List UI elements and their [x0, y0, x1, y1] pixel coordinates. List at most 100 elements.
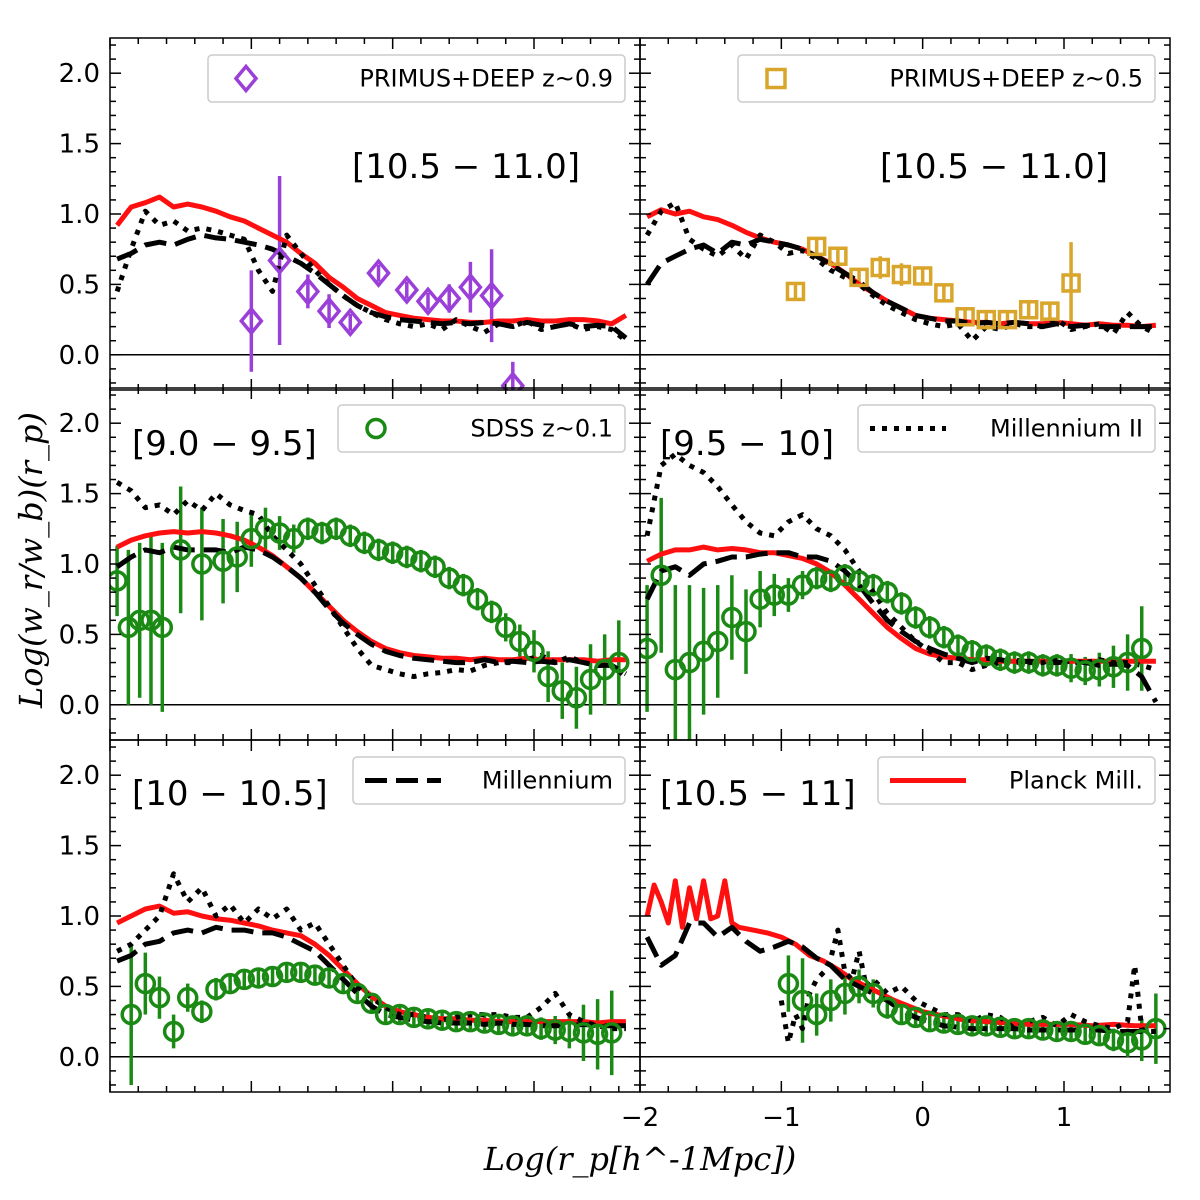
data-point [239, 306, 264, 336]
data-point [162, 1020, 185, 1043]
data-point [791, 989, 814, 1012]
data-point [466, 588, 489, 610]
data-point [1046, 654, 1068, 677]
legend-label: SDSS z~0.1 [470, 415, 613, 443]
planck-mill-line [645, 544, 1156, 666]
data-point [530, 1017, 552, 1040]
data-point [219, 972, 241, 995]
data-point [1060, 1020, 1082, 1043]
data-point [537, 665, 559, 688]
millennium-ii-line [115, 480, 628, 680]
data-point [337, 307, 363, 338]
data-point [975, 1015, 998, 1037]
data-point [297, 518, 319, 540]
legend-frame [857, 404, 1156, 453]
data-point [445, 1010, 468, 1033]
data-point [120, 1003, 142, 1026]
legend-frame [352, 756, 626, 805]
data-point [191, 553, 213, 575]
y-tick-label: 2.0 [59, 59, 100, 89]
millennium-line [645, 236, 1156, 330]
data-point [600, 1022, 623, 1044]
data-point [586, 1023, 609, 1046]
data-point [721, 606, 743, 629]
data-point [282, 527, 305, 550]
data-point [692, 640, 715, 663]
data-point [933, 1012, 955, 1034]
legend-frame [337, 404, 626, 453]
data-point [1046, 1020, 1068, 1043]
data-point [904, 1006, 927, 1029]
data-point [640, 637, 658, 660]
data-point [381, 541, 404, 564]
data-point [452, 574, 475, 596]
panel-sdss2: [9.5 − 10] Millennium II [639, 387, 1171, 741]
millennium-line [644, 920, 1156, 1034]
data-point [394, 275, 420, 305]
data-point [891, 264, 912, 285]
data-point [367, 539, 390, 561]
data-point [388, 1003, 411, 1026]
legend-label: PRIMUS+DEEP z~0.5 [889, 65, 1143, 93]
data-point [1116, 1031, 1139, 1054]
millennium-line [644, 550, 1159, 704]
y-tick-label: 0.5 [59, 972, 100, 1002]
y-tick-label: 0.5 [59, 270, 100, 300]
legend-sdss: SDSS z~0.1 [337, 404, 626, 453]
data-point [1074, 660, 1096, 682]
data-point [848, 570, 870, 592]
y-tick-label: 0.0 [59, 1043, 100, 1073]
data-point [431, 1009, 453, 1031]
data-point [254, 518, 277, 540]
data-point [565, 687, 588, 709]
data-point [989, 1016, 1012, 1038]
data-point [275, 961, 298, 984]
data-point [233, 968, 256, 991]
data-point [290, 961, 312, 984]
legend-pd09: PRIMUS+DEEP z~0.9 [207, 54, 626, 103]
millennium-ii-line [644, 451, 1157, 673]
data-point [494, 616, 517, 639]
planck-mill-line [115, 903, 626, 1026]
data-point [247, 967, 270, 989]
data-point [267, 245, 292, 276]
data-point [572, 1022, 595, 1044]
data-point [1061, 273, 1081, 293]
data-point [805, 567, 828, 589]
data-point [458, 272, 483, 302]
millennium-line [115, 544, 628, 676]
millennium-ii-line [644, 200, 1158, 344]
data-point [473, 1012, 496, 1034]
y-tick-label: 0.5 [59, 620, 100, 650]
data-point [976, 309, 997, 330]
data-point [1088, 1024, 1111, 1047]
panel-sdss1: [9.0 − 9.5] SDSS z~0.1 [109, 387, 641, 741]
data-point [904, 606, 927, 629]
legend-pd05: PRIMUS+DEEP z~0.5 [737, 54, 1156, 103]
legend-label: Millennium II [990, 415, 1143, 443]
data-point [417, 1008, 439, 1030]
mass-range-label: [9.0 − 9.5] [132, 424, 317, 464]
y-axis-label: Log(w_r/w_b)(r_p) [12, 412, 50, 709]
x-tick-label: 0 [914, 1103, 931, 1133]
data-point [459, 1010, 482, 1033]
panel-sdss4: [10.5 − 11] Planck Mill. [639, 739, 1171, 1093]
data-point [523, 640, 545, 663]
y-tick-label: 1.0 [59, 902, 100, 932]
data-point [1088, 658, 1111, 681]
data-point [876, 581, 899, 603]
data-point [650, 564, 672, 587]
data-point [1074, 1023, 1096, 1046]
data-point [763, 584, 786, 606]
data-point [735, 620, 757, 643]
data-point [240, 527, 263, 550]
data-point [777, 972, 800, 995]
y-tick-label: 1.0 [59, 550, 100, 580]
data-point [862, 982, 884, 1005]
data-point [544, 1019, 566, 1041]
panel-pd09: [10.5 − 11.0] PRIMUS+DEEP z~0.9 [109, 37, 641, 391]
legend-planck: Planck Mill. [877, 756, 1156, 805]
data-point [989, 648, 1012, 671]
data-point [500, 371, 526, 390]
